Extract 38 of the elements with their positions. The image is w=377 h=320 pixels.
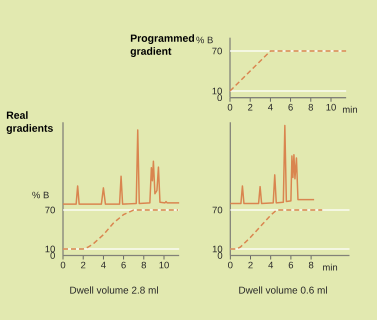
- text: Real gradients: [6, 111, 53, 134]
- x-tick-label: 2: [248, 104, 252, 110]
- line-series: [230, 209, 323, 250]
- x-tick-label: 10: [326, 104, 336, 111]
- line-series: [62, 129, 180, 205]
- text: Dwell volume 2.8 ml: [70, 286, 158, 294]
- x-tick-label: 4: [268, 104, 273, 110]
- line-series: [62, 209, 179, 250]
- x-tick-label: 4: [100, 262, 106, 268]
- x-tick-label: 10: [159, 262, 169, 268]
- y-tick-label: 10: [46, 246, 55, 252]
- y-tick-label: 0: [217, 94, 222, 102]
- x-axis-title: min: [342, 106, 357, 113]
- y-tick-label: 70: [212, 206, 222, 214]
- x-tick-label: 6: [288, 262, 294, 268]
- y-tick-label: 70: [45, 206, 55, 214]
- y-tick-label: 0: [218, 252, 222, 259]
- x-tick-label: 6: [121, 262, 126, 268]
- x-tick-label: 0: [228, 104, 232, 111]
- line-series: [230, 124, 315, 204]
- text: Dwell volume 0.6 ml: [239, 286, 327, 294]
- x-axis-title: min: [323, 264, 338, 271]
- y-axis-title: % B: [32, 192, 49, 198]
- y-tick-label: 10: [212, 246, 222, 252]
- x-tick-label: 8: [308, 262, 314, 268]
- x-tick-label: 2: [81, 262, 86, 268]
- x-tick-label: 0: [60, 262, 66, 268]
- x-tick-label: 6: [288, 104, 293, 111]
- chart-title: Programmed gradient: [130, 34, 194, 57]
- x-tick-label: 8: [308, 104, 314, 111]
- y-tick-label: 10: [212, 88, 222, 94]
- x-tick-label: 8: [142, 262, 146, 268]
- y-tick-label: 70: [212, 48, 222, 54]
- x-tick-label: 4: [268, 262, 274, 268]
- x-tick-label: 0: [228, 262, 233, 268]
- y-tick-label: 0: [50, 252, 55, 259]
- y-axis-title: % B: [196, 36, 213, 44]
- x-tick-label: 2: [248, 262, 253, 268]
